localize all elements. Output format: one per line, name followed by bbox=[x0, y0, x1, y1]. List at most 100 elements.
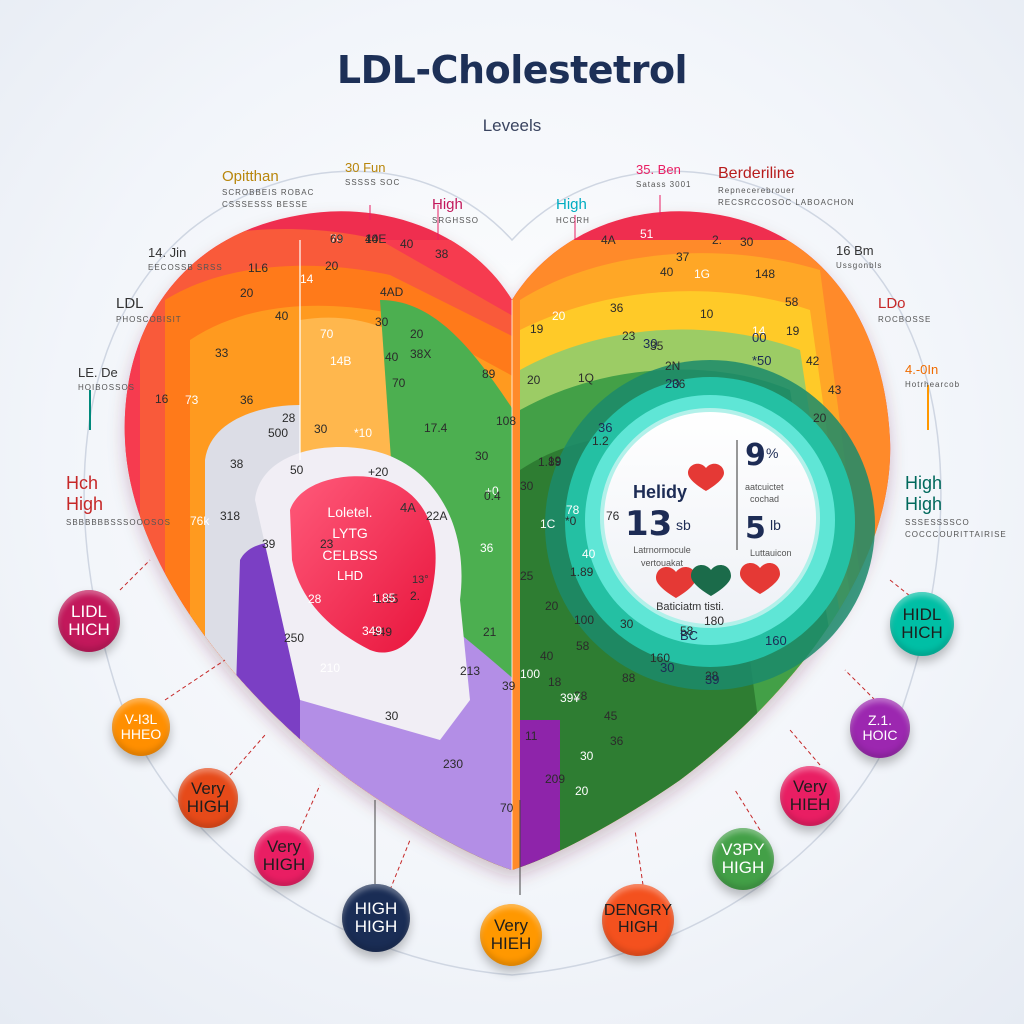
badge-very-hieh-bottom: Very HIEH bbox=[480, 904, 542, 966]
heart-number: 89 bbox=[482, 367, 496, 381]
heart-number: 1.85 bbox=[375, 592, 399, 606]
badge-z1-hoic: Z.1. HOIC bbox=[850, 698, 910, 758]
heart-number: 51 bbox=[640, 227, 654, 241]
heart-number: 58 bbox=[680, 624, 694, 638]
heart-number: 36 bbox=[610, 301, 624, 315]
inner-red-text-4: LHD bbox=[337, 568, 363, 583]
heart-number: 43 bbox=[828, 383, 842, 397]
heart-number: 28 bbox=[574, 689, 588, 703]
heart-number: 78 bbox=[566, 503, 580, 517]
heart-number: 37 bbox=[676, 250, 690, 264]
badge-very-hieh-right: Very HIEH bbox=[780, 766, 840, 826]
ring-number: 00 bbox=[752, 330, 766, 345]
heart-number: 30 bbox=[740, 235, 754, 249]
heart-number: 70 bbox=[320, 327, 334, 341]
page-title: LDL-Cholestetrol bbox=[336, 48, 688, 92]
outer-guide-arc bbox=[83, 170, 942, 976]
heart-number: 500 bbox=[268, 426, 288, 440]
panel-label: Helidy bbox=[633, 482, 687, 502]
ring-number: *50 bbox=[752, 353, 772, 368]
badge-high-high-bottom: HIGH HIGH bbox=[342, 884, 410, 952]
ring-number: 39 bbox=[705, 672, 719, 687]
label-fun: 30 Fun SSSSS SOC bbox=[345, 160, 401, 187]
heart-number: 100 bbox=[574, 613, 594, 627]
heart-icon-top bbox=[688, 463, 724, 491]
heart-number: 250 bbox=[284, 631, 304, 645]
ring-number: 36 bbox=[598, 420, 612, 435]
ring-number: BC bbox=[680, 628, 698, 643]
heart-number: 35 bbox=[650, 339, 664, 353]
heart-number: 73 bbox=[185, 393, 199, 407]
badge-ldl-high-left: LIDL HICH bbox=[58, 590, 120, 652]
heart-number: 88 bbox=[622, 671, 636, 685]
heart-number: 19 bbox=[786, 324, 800, 338]
heart-number: 2N bbox=[665, 359, 680, 373]
heart-number: 230 bbox=[443, 757, 463, 771]
heart-number: 2. bbox=[712, 233, 722, 247]
heart-number: 1G bbox=[694, 267, 710, 281]
heart-number: 19 bbox=[530, 322, 544, 336]
heart-number: 39 bbox=[262, 537, 276, 551]
badge-v-high-left: V-I3L HHEO bbox=[112, 698, 170, 756]
label-borderline: Berderiline Repnecerebrouer RECSRCCOSOC … bbox=[718, 165, 855, 207]
label-ben: 35. Ben Satass 3001 bbox=[636, 162, 692, 189]
heart-number: 14 bbox=[752, 324, 766, 338]
heart-number: 39 bbox=[502, 679, 516, 693]
heart-number: 213 bbox=[460, 664, 480, 678]
heart-number: 4AD bbox=[380, 285, 404, 299]
label-hch-high: Hch High SBBBBBBSSSOOOSOS bbox=[66, 473, 171, 527]
heart-number: 36 bbox=[480, 541, 494, 555]
band-purple-right bbox=[520, 720, 560, 871]
heart-number: 0.4 bbox=[484, 489, 501, 503]
heart-number: 30 bbox=[620, 617, 634, 631]
heart-number: 30 bbox=[375, 315, 389, 329]
heart-number: 70 bbox=[392, 376, 406, 390]
heart-number: 20 bbox=[325, 259, 339, 273]
heart-number: 70 bbox=[500, 801, 514, 815]
panel-big-left: 13 bbox=[625, 504, 672, 544]
heart-number: 108 bbox=[496, 414, 516, 428]
inner-red-text-1: Loletel. bbox=[327, 504, 372, 520]
inner-red-num-1: 4A bbox=[400, 500, 416, 515]
ring-number: 30 bbox=[643, 336, 657, 351]
badge-vspy-high: V3PY HIGH bbox=[712, 828, 774, 890]
heart-number: 40 bbox=[582, 547, 596, 561]
heart-number: 38 bbox=[230, 457, 244, 471]
heart-number: 11 bbox=[525, 729, 538, 743]
heart-number: 20 bbox=[552, 309, 566, 323]
heart-number: 19 bbox=[548, 454, 562, 468]
heart-number: 70 bbox=[330, 232, 344, 246]
panel-small-bottom: Luttauicon bbox=[750, 548, 792, 558]
heart-number: 28 bbox=[282, 411, 296, 425]
panel-small-top2: cochad bbox=[750, 494, 779, 504]
heart-number: 36 bbox=[240, 393, 254, 407]
heart-number: 23 bbox=[320, 537, 334, 551]
badge-very-high-l2: Very HIGH bbox=[254, 826, 314, 886]
panel-big-top: 9 bbox=[745, 438, 766, 473]
inner-red-text-3: CELBSS bbox=[322, 547, 377, 563]
heart-number: 1C bbox=[540, 517, 556, 531]
label-sixteen: 16 Bm Ussgonbls bbox=[836, 243, 883, 270]
heart-number: 38 bbox=[435, 247, 449, 261]
heart-number: 16 bbox=[155, 392, 169, 406]
panel-small-left2: vertouakat bbox=[641, 558, 684, 568]
heart-number: 10 bbox=[700, 307, 714, 321]
inner-red-num-2: 1.85 bbox=[372, 591, 396, 605]
heart-number: 1.89 bbox=[570, 565, 594, 579]
badge-very-high-l1: Very HIGH bbox=[178, 768, 238, 828]
heart-number: 30 bbox=[580, 749, 594, 763]
heart-icon-left bbox=[656, 567, 696, 598]
heart-number: 20 bbox=[545, 599, 559, 613]
heart-number: 20 bbox=[813, 411, 827, 425]
heart-number: 38X bbox=[410, 347, 431, 361]
ring-number: 30 bbox=[660, 660, 674, 675]
heart-number: 23 bbox=[622, 329, 636, 343]
heart-number: 180 bbox=[704, 614, 724, 628]
panel-big-bottom-unit: lb bbox=[770, 517, 781, 533]
heart-number: 209 bbox=[545, 772, 565, 786]
panel-bottom-text: Baticiatm tisti. bbox=[656, 601, 724, 613]
heart-number: 33 bbox=[215, 346, 229, 360]
heart-number: 21 bbox=[483, 625, 497, 639]
